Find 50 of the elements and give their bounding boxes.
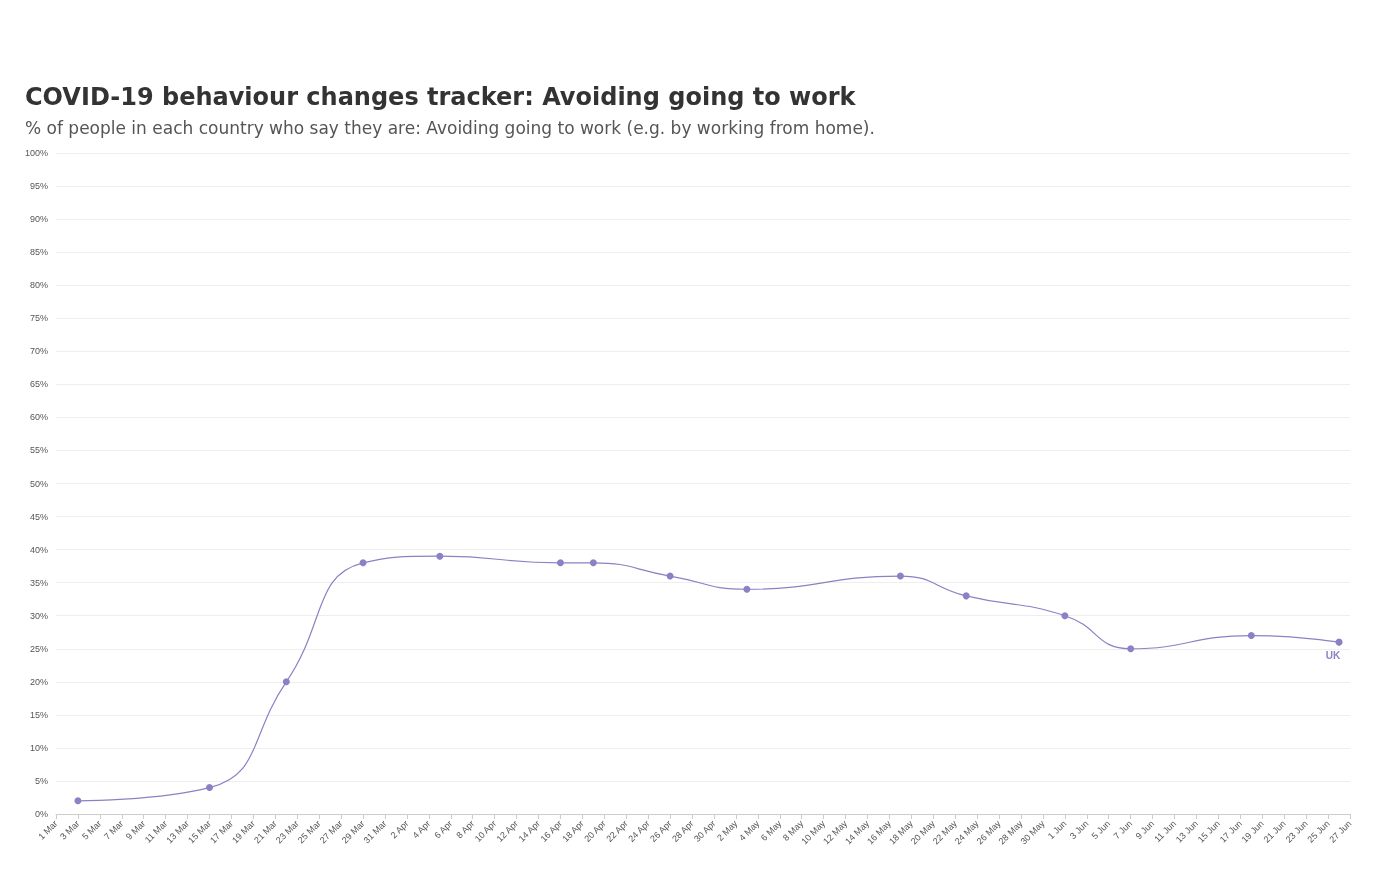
point: [359, 559, 367, 567]
x-tick-label: 30 Apr: [692, 818, 718, 844]
x-tick-label: 7 Mar: [102, 818, 126, 842]
y-tick-label: 50%: [29, 478, 48, 489]
y-tick-label: 75%: [29, 313, 48, 324]
y-tick-label: 0%: [34, 809, 48, 819]
y-tick-label: 100%: [24, 148, 48, 158]
point: [206, 784, 214, 792]
y-tick-label: 70%: [29, 346, 48, 357]
chart-title: COVID-19 behaviour changes tracker: Avoiding going to work: [25, 83, 857, 111]
x-tick-label: 16 Apr: [538, 818, 564, 844]
point: [896, 572, 904, 580]
y-tick-label: 20%: [29, 676, 48, 687]
x-tick-label: 3 Jun: [1067, 818, 1091, 842]
point: [1061, 612, 1069, 620]
x-tick-label: 5 Jun: [1089, 818, 1113, 842]
point: [1247, 632, 1255, 640]
point: [589, 559, 597, 567]
y-tick-label: 90%: [29, 214, 48, 225]
y-tick-label: 10%: [29, 742, 48, 753]
point: [436, 552, 444, 560]
series-label: UK: [1325, 650, 1342, 662]
y-tick-label: 5%: [34, 775, 48, 786]
y-tick-label: 15%: [29, 709, 48, 720]
x-tick-label: 1 Mar: [36, 818, 60, 842]
y-tick-label: 25%: [29, 643, 48, 654]
y-tick-label: 95%: [29, 181, 48, 192]
point: [1127, 645, 1135, 653]
point: [556, 559, 564, 567]
y-tick-label: 65%: [29, 379, 48, 390]
x-tick-label: 1 Jun: [1045, 818, 1069, 842]
chart-subtitle: % of people in each country who say they are: Avoiding going to work (e.g. by working from home).: [25, 117, 875, 138]
x-tick-label: 7 Jun: [1111, 818, 1135, 842]
y-tick-label: 85%: [29, 247, 48, 258]
point: [74, 797, 82, 805]
x-tick-label: 6 Apr: [432, 818, 455, 841]
point: [962, 592, 970, 600]
x-tick-label: 4 Apr: [410, 818, 433, 841]
y-tick-label: 55%: [29, 445, 48, 456]
x-tick-label: 2 Apr: [388, 818, 411, 841]
x-tick-label: 5 Mar: [80, 818, 104, 842]
y-tick-label: 60%: [29, 412, 48, 423]
y-tick-label: 40%: [29, 544, 48, 555]
y-tick-label: 35%: [29, 577, 48, 588]
x-tick-label: 3 Mar: [58, 818, 82, 842]
y-tick-label: 30%: [29, 610, 48, 621]
point: [743, 585, 751, 593]
y-tick-label: 45%: [29, 511, 48, 522]
y-tick-label: 80%: [29, 280, 48, 291]
point: [282, 678, 290, 686]
